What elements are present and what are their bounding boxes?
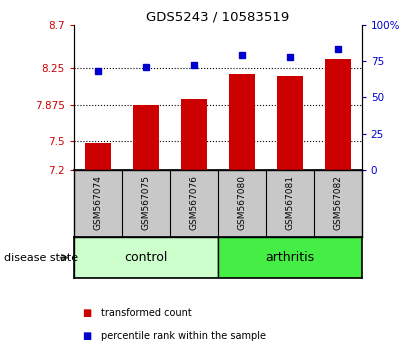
Text: percentile rank within the sample: percentile rank within the sample bbox=[101, 331, 266, 341]
Text: ■: ■ bbox=[82, 331, 92, 341]
Text: disease state: disease state bbox=[4, 252, 78, 263]
Bar bbox=[74, 237, 218, 278]
Text: GSM567081: GSM567081 bbox=[285, 175, 294, 230]
Text: control: control bbox=[124, 251, 168, 264]
Text: GSM567076: GSM567076 bbox=[189, 175, 199, 230]
Text: GSM567074: GSM567074 bbox=[93, 175, 102, 230]
Text: GSM567082: GSM567082 bbox=[333, 175, 342, 230]
Bar bbox=[133, 105, 159, 170]
Text: arthritis: arthritis bbox=[265, 251, 314, 264]
Bar bbox=[277, 76, 303, 170]
Bar bbox=[229, 74, 255, 170]
Text: ■: ■ bbox=[82, 308, 92, 318]
Title: GDS5243 / 10583519: GDS5243 / 10583519 bbox=[146, 11, 289, 24]
Text: GSM567080: GSM567080 bbox=[237, 175, 246, 230]
Bar bbox=[181, 99, 207, 170]
Text: transformed count: transformed count bbox=[101, 308, 192, 318]
Bar bbox=[325, 59, 351, 170]
Bar bbox=[85, 143, 111, 170]
Bar bbox=[218, 237, 362, 278]
Text: GSM567075: GSM567075 bbox=[141, 175, 150, 230]
